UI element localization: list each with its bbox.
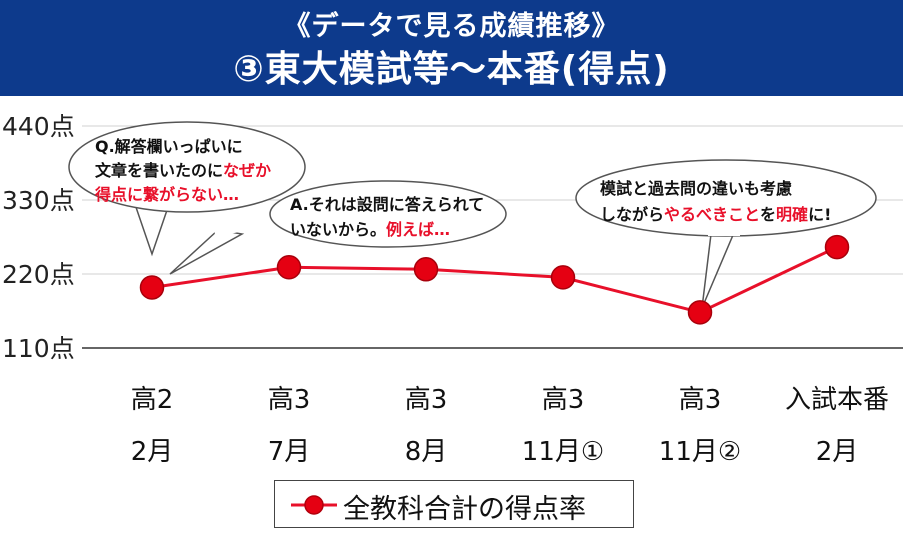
- y-tick-label: 440点: [2, 112, 75, 141]
- x-axis-categories: 高2 2月 高3 7月 高3 8月 高3 11月① 高3 11月② 入試本番 2月: [131, 385, 889, 467]
- y-tick-label: 110点: [2, 334, 75, 363]
- bubble-join: [120, 178, 176, 188]
- bubble1-line3: 得点に繋がらない…: [94, 185, 239, 204]
- bubble3-line1: 模試と過去問の違いも考慮: [600, 179, 792, 198]
- annotation-bubble-advice: 模試と過去問の違いも考慮 しながらやるべきことを明確に!: [575, 159, 877, 309]
- annotation-bubble-question: Q.解答欄いっぱいに 文章を書いたのになぜか 得点に繋がらない…: [68, 121, 306, 257]
- x-category-sublabel: 11月②: [659, 437, 741, 467]
- bubble3-line2: しながらやるべきことを明確に!: [600, 205, 831, 224]
- bubble-join: [708, 222, 740, 236]
- bubble2-line1: A.それは設問に答えられて: [290, 195, 484, 214]
- bubble-pointer: [701, 225, 738, 309]
- series-line: [151, 245, 838, 314]
- series-markers: [139, 234, 850, 325]
- x-category-sublabel: 8月: [405, 437, 448, 467]
- x-category-label: 高3: [542, 385, 585, 415]
- x-category-label: 入試本番: [785, 385, 889, 415]
- bubble-outline: [68, 121, 306, 213]
- data-point: [276, 255, 302, 280]
- x-category-label: 高3: [679, 385, 722, 415]
- x-category-label: 高2: [131, 385, 174, 415]
- line-chart: 440点 330点 220点 110点 Q.解答欄いっぱいに 文章を書いたのになぜか …: [2, 112, 903, 467]
- bubble1-line2: 文章を書いたのになぜか: [95, 161, 271, 180]
- bubble-outline: [269, 180, 507, 248]
- bubble-pointer: [169, 229, 245, 275]
- legend-label: 全教科合計の得点率: [343, 494, 586, 525]
- data-point: [413, 257, 439, 282]
- x-category-sublabel: 2月: [816, 437, 859, 467]
- chart-title: ③東大模試等〜本番(得点): [233, 49, 670, 90]
- bubble1-line1: Q.解答欄いっぱいに: [95, 137, 243, 156]
- chart-subtitle: 《データで見る成績推移》: [283, 11, 620, 42]
- bubble-join: [213, 219, 245, 237]
- y-axis-ticks: 440点 330点 220点 110点: [2, 112, 75, 363]
- legend-marker-icon: [291, 495, 337, 515]
- data-point: [687, 300, 713, 325]
- x-category-sublabel: 2月: [131, 437, 174, 467]
- y-tick-label: 220点: [2, 260, 75, 289]
- title-banner: 《データで見る成績推移》 ③東大模試等〜本番(得点): [0, 0, 903, 96]
- x-category-label: 高3: [405, 385, 448, 415]
- x-category-sublabel: 11月①: [522, 437, 604, 467]
- series-line-path: [151, 245, 838, 314]
- x-category-sublabel: 7月: [268, 437, 311, 467]
- x-category-label: 高3: [268, 385, 311, 415]
- data-point: [824, 234, 850, 260]
- data-point: [139, 275, 165, 300]
- y-tick-label: 330点: [2, 186, 75, 215]
- bubble2-line2: いないから。例えば…: [290, 220, 450, 239]
- annotation-bubble-answer: A.それは設問に答えられて いないから。例えば…: [169, 180, 507, 275]
- data-point: [550, 265, 576, 290]
- legend: 全教科合計の得点率: [274, 480, 634, 528]
